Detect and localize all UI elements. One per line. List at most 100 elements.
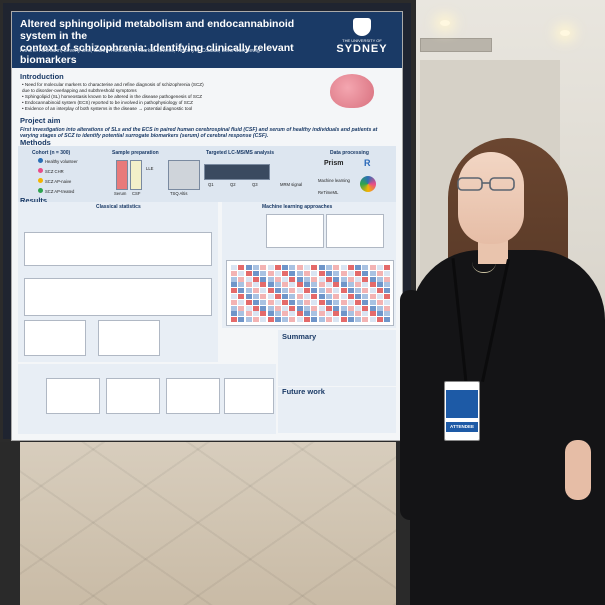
heatmap-cell [325, 265, 332, 270]
poster-board: Altered sphingolipid metabolism and endo… [0, 0, 414, 442]
mass-spec-icon [168, 160, 200, 190]
heatmap-cell [252, 311, 259, 317]
heatmap-cell [260, 270, 267, 276]
r-logo: R [364, 158, 371, 168]
heatmap-cell [289, 288, 296, 294]
heatmap-cell [260, 288, 267, 294]
boxplot-chart [24, 278, 212, 316]
heatmap-cell [304, 276, 310, 282]
lcms-item: Q1 [208, 182, 214, 187]
heatmap-cell [311, 317, 318, 323]
presenter-hand [565, 440, 591, 500]
logo-city-text: SYDNEY [336, 43, 388, 55]
heatmap-cell [274, 276, 281, 282]
heatmap-cell [377, 305, 383, 311]
heatmap-cell [311, 299, 318, 305]
poster-authors: Anna E. Hoffmann, Beverly Jieu, Cathrin … [20, 48, 260, 54]
heatmap-cell [252, 294, 259, 299]
cohort-list: Healthy volunteer SCZ CHR SCZ AP-naive SCZ … [38, 158, 78, 198]
badge-attendee-label: ATTENDEE [446, 422, 478, 432]
intro-point: • Need for molecular markers to characte… [22, 82, 204, 87]
cohort-group-label: SCZ AP-treated [45, 189, 75, 194]
data-processing-label: Data processing [330, 150, 369, 156]
heatmap-cell [274, 270, 281, 276]
heatmap-cell [311, 276, 318, 282]
heatmap-cell [362, 276, 369, 282]
heatmap-cell [289, 270, 296, 276]
heatmap-cell [252, 305, 259, 311]
heatmap-cell [238, 282, 245, 288]
brain-illustration [330, 74, 374, 108]
heatmap-cell [355, 294, 362, 299]
heatmap-cell [296, 282, 303, 288]
heatmap-cell [238, 294, 245, 299]
heatmap-cell [377, 317, 383, 323]
heatmap-cell [318, 282, 325, 288]
scatter-chart [98, 320, 160, 356]
heatmap-cell [333, 294, 340, 299]
heatmap-cell [289, 265, 296, 270]
heatmap-cell [289, 311, 296, 317]
heatmap-cell [282, 270, 289, 276]
heatmap-cell [325, 270, 332, 276]
heatmap-cell [304, 299, 310, 305]
heatmap-cell [296, 294, 303, 299]
crest-icon [353, 18, 371, 36]
heatmap-cell [252, 265, 259, 270]
heatmap-cell [377, 265, 383, 270]
future-work-panel: Future work [278, 387, 396, 433]
heatmap-cell [296, 270, 303, 276]
heatmap-cell [311, 282, 318, 288]
poster-title-line: context of schizophrenia: Identifying cl… [20, 42, 294, 66]
ceiling-light [560, 30, 570, 36]
heatmap-cell [245, 282, 252, 288]
heatmap-cell [318, 294, 325, 299]
heatmap-cell [296, 305, 303, 311]
heatmap-cell [340, 311, 347, 317]
heatmap-cell [282, 288, 289, 294]
sample-prep-label: Sample preparation [112, 150, 159, 156]
heatmap-cell [260, 317, 267, 323]
summary-heading: Summary [282, 332, 317, 341]
cohort-group: SCZ AP-treated [38, 188, 78, 194]
heatmap-cell [347, 305, 354, 311]
heatmap-cell [267, 317, 274, 323]
heatmap-cell [340, 282, 347, 288]
heatmap-cell [369, 288, 376, 294]
heatmap-cell [340, 317, 347, 323]
heatmap-cell [377, 311, 383, 317]
heatmap-cell [369, 311, 376, 317]
heatmap-cell [311, 311, 318, 317]
heatmap-cell [347, 276, 354, 282]
ml-panel: Machine learning approaches [222, 202, 396, 328]
heatmap-cell [384, 317, 391, 323]
scatter-chart [224, 378, 274, 414]
heatmap-cell [362, 288, 369, 294]
heatmap-cell [282, 317, 289, 323]
heatmap-cell [296, 311, 303, 317]
heatmap-cell [289, 294, 296, 299]
heatmap-cell [325, 299, 332, 305]
heatmap-cell [282, 311, 289, 317]
feature-importance-heatmap [226, 260, 394, 326]
heatmap-cell [347, 265, 354, 270]
heatmap-cell [333, 311, 340, 317]
scatter-chart [46, 378, 100, 414]
heatmap-cell [355, 265, 362, 270]
heatmap-cell [347, 311, 354, 317]
glasses-icon [457, 177, 515, 191]
boxplot-chart [24, 232, 212, 266]
heatmap-cell [362, 317, 369, 323]
heatmap-cell [267, 282, 274, 288]
heatmap-cell [355, 317, 362, 323]
heatmap-cell [347, 270, 354, 276]
intro-heading: Introduction [20, 72, 64, 81]
aim-text: First investigation into alterations of … [20, 127, 378, 140]
heatmap-cell [282, 265, 289, 270]
methods-heading: Methods [20, 138, 51, 147]
heatmap-cell [333, 265, 340, 270]
heatmap-cell [333, 282, 340, 288]
heatmap-cell [245, 276, 252, 282]
heatmap-cell [274, 282, 281, 288]
heatmap-cell [289, 305, 296, 311]
